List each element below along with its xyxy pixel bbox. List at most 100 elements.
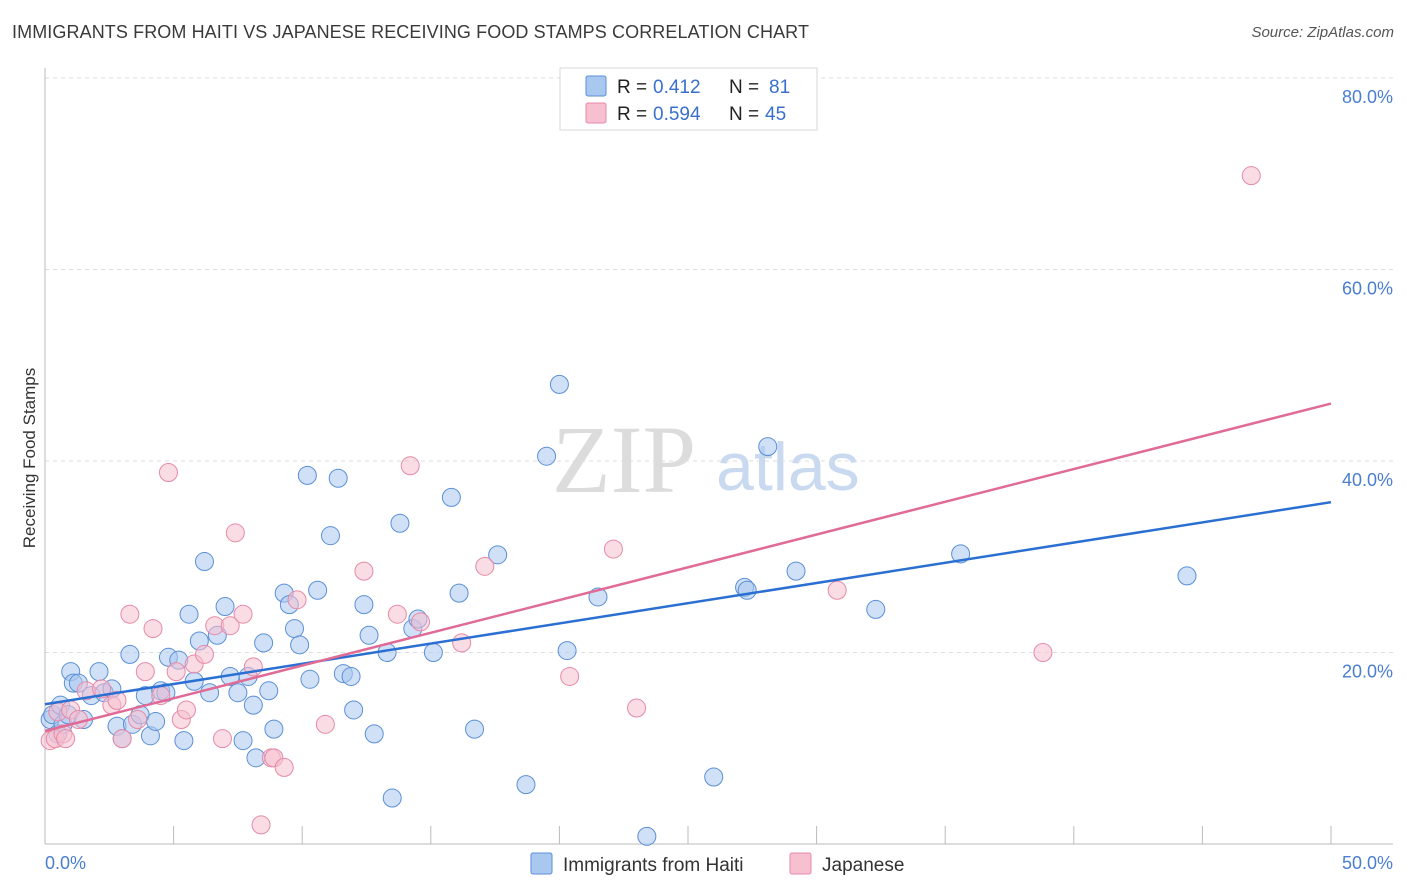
haiti-point	[233, 731, 253, 751]
haiti-point	[951, 544, 971, 564]
haiti-point	[243, 695, 263, 715]
y-tick-label: 60.0%	[1342, 279, 1393, 299]
haiti-point	[704, 767, 724, 787]
haiti-point	[320, 526, 340, 546]
haiti-point	[537, 446, 557, 466]
japanese-point	[176, 700, 196, 720]
bottom-legend-label-haiti: Immigrants from Haiti	[563, 855, 744, 876]
haiti-point	[254, 633, 274, 653]
haiti-point	[120, 644, 140, 664]
legend-swatch-japanese	[585, 102, 607, 124]
haiti-point	[290, 635, 310, 655]
series-legend: Immigrants from Haiti Japanese	[530, 852, 904, 876]
watermark-zip: ZIP	[552, 406, 696, 513]
haiti-point	[174, 731, 194, 751]
haiti-point	[354, 595, 374, 615]
japanese-point	[112, 729, 132, 749]
japanese-point	[411, 612, 431, 632]
japanese-point	[560, 666, 580, 686]
haiti-point	[382, 788, 402, 808]
japanese-point	[225, 523, 245, 543]
legend-r-value-haiti: 0.412	[653, 77, 701, 98]
haiti-point	[1177, 566, 1197, 586]
haiti-point	[215, 597, 235, 617]
japanese-point	[400, 456, 420, 476]
japanese-points	[40, 166, 1261, 835]
japanese-point	[120, 604, 140, 624]
japanese-point	[251, 815, 271, 835]
haiti-point	[284, 619, 304, 639]
bottom-legend-swatch-haiti	[530, 852, 553, 875]
haiti-point	[390, 513, 410, 533]
haiti-point	[465, 719, 485, 739]
japanese-point	[627, 698, 647, 718]
haiti-point	[364, 724, 384, 744]
y-axis-label: Receiving Food Stamps	[20, 368, 39, 548]
x-tick-label: 50.0%	[1342, 853, 1393, 873]
haiti-point	[737, 580, 757, 600]
legend-r-value-japanese: 0.594	[653, 104, 701, 125]
japanese-point	[354, 561, 374, 581]
japanese-point	[315, 714, 335, 734]
haiti-point	[516, 775, 536, 795]
haiti-point	[297, 465, 317, 485]
legend-swatch-haiti	[585, 75, 607, 97]
haiti-point	[637, 826, 657, 846]
haiti-point	[344, 700, 364, 720]
japanese-point	[143, 619, 163, 639]
haiti-point	[866, 599, 886, 619]
haiti-point	[308, 580, 328, 600]
legend-r-label-haiti: R =	[617, 77, 647, 98]
haiti-point	[259, 681, 279, 701]
haiti-point	[441, 487, 461, 507]
japanese-point	[158, 462, 178, 482]
haiti-point	[488, 545, 508, 565]
haiti-point	[341, 666, 361, 686]
japanese-point	[287, 590, 307, 610]
haiti-point	[228, 683, 248, 703]
japanese-point	[107, 690, 127, 710]
haiti-point	[449, 583, 469, 603]
haiti-point	[786, 561, 806, 581]
haiti-trend-line	[44, 500, 1332, 706]
japanese-point	[233, 604, 253, 624]
y-tick-label: 20.0%	[1342, 662, 1393, 682]
japanese-point	[387, 604, 407, 624]
japanese-trend-line	[44, 402, 1332, 733]
x-tick-label: 0.0%	[45, 853, 86, 873]
legend-r-label-japanese: R =	[617, 104, 647, 125]
haiti-point	[758, 437, 778, 457]
haiti-point	[300, 669, 320, 689]
correlation-legend: R = 0.412 N = 81 R = 0.594 N = 45	[559, 67, 818, 131]
haiti-point	[179, 604, 199, 624]
y-tick-label: 80.0%	[1342, 87, 1393, 107]
trend-lines	[44, 402, 1332, 733]
legend-n-label-haiti: N =	[729, 77, 759, 98]
haiti-point	[264, 719, 284, 739]
bottom-legend-swatch-japanese	[789, 852, 812, 875]
japanese-point	[194, 644, 214, 664]
y-tick-label: 40.0%	[1342, 470, 1393, 490]
source-credit: Source: ZipAtlas.com	[1251, 24, 1394, 41]
gridlines	[45, 77, 1393, 653]
legend-n-label-japanese: N =	[729, 104, 759, 125]
watermark-atlas: atlas	[716, 429, 860, 505]
japanese-point	[220, 616, 240, 636]
japanese-point	[1033, 643, 1053, 662]
chart-title: IMMIGRANTS FROM HAITI VS JAPANESE RECEIV…	[12, 22, 810, 42]
haiti-point	[359, 625, 379, 645]
haiti-point	[557, 641, 577, 661]
haiti-point	[194, 552, 214, 572]
japanese-point	[166, 662, 186, 682]
haiti-point	[146, 711, 166, 731]
japanese-point	[56, 729, 76, 749]
haiti-point	[89, 662, 109, 682]
haiti-point	[423, 643, 443, 662]
japanese-point	[128, 710, 148, 730]
bottom-legend-label-japanese: Japanese	[822, 855, 904, 876]
haiti-point	[328, 468, 348, 488]
tick-labels: 20.0% 40.0% 60.0% 80.0% 0.0% 50.0%	[45, 87, 1393, 873]
haiti-point	[549, 374, 569, 394]
legend-n-value-haiti: 81	[769, 77, 790, 98]
